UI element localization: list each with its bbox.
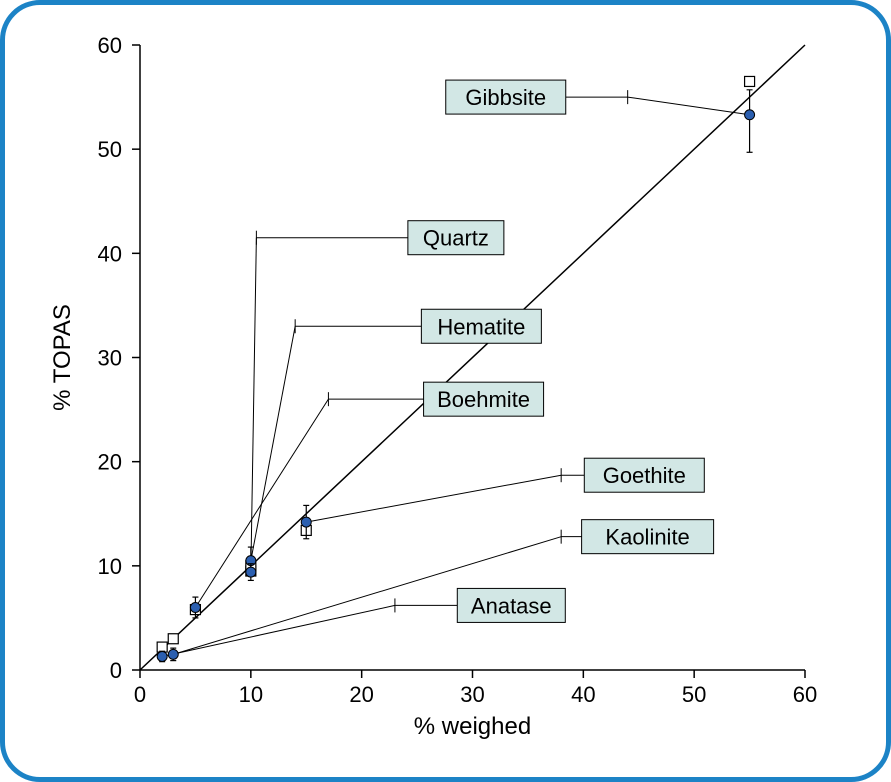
open-square-marker — [745, 76, 755, 86]
y-axis-label: % TOPAS — [49, 304, 76, 411]
callout-leader — [628, 97, 750, 115]
identity-line — [140, 45, 805, 670]
x-tick-label: 0 — [134, 682, 146, 707]
x-tick-label: 20 — [349, 682, 373, 707]
chart-card: 0 10 20 30 40 50 60 0 10 20 30 40 50 60 % weighed % TOP… — [0, 0, 891, 782]
y-tick-label: 60 — [98, 33, 122, 58]
callout-label: Boehmite — [437, 387, 530, 412]
x-tick-label: 50 — [682, 682, 706, 707]
callout-label: Kaolinite — [605, 525, 689, 550]
callout-label: Anatase — [471, 593, 552, 618]
closed-circle-marker — [168, 649, 178, 659]
y-tick-label: 20 — [98, 450, 122, 475]
closed-circle-marker — [301, 517, 311, 527]
x-tick-label: 30 — [460, 682, 484, 707]
open-square-marker — [157, 642, 167, 652]
callout-leader — [306, 475, 561, 522]
y-tick-label: 10 — [98, 554, 122, 579]
callout-label: Goethite — [603, 463, 686, 488]
callout-leader — [195, 399, 328, 607]
callout-leader — [251, 238, 257, 572]
closed-circle-marker — [246, 567, 256, 577]
y-tick-label: 30 — [98, 346, 122, 371]
closed-circle-marker — [745, 110, 755, 120]
y-tick-label: 40 — [98, 241, 122, 266]
open-square-marker — [168, 634, 178, 644]
x-tick-label: 60 — [793, 682, 817, 707]
x-axis-label: % weighed — [414, 713, 531, 740]
y-tick-label: 50 — [98, 137, 122, 162]
x-tick-label: 10 — [239, 682, 263, 707]
x-tick-label: 40 — [571, 682, 595, 707]
callout-label: Hematite — [437, 314, 525, 339]
callout-label: Quartz — [423, 226, 489, 251]
closed-circle-marker — [190, 603, 200, 613]
scatter-plot: 0 10 20 30 40 50 60 0 10 20 30 40 50 60 % weighed % TOP… — [5, 5, 891, 782]
closed-circle-marker — [157, 651, 167, 661]
callout-label: Gibbsite — [465, 85, 546, 110]
y-tick-label: 0 — [110, 658, 122, 683]
callout-leader — [251, 326, 295, 560]
